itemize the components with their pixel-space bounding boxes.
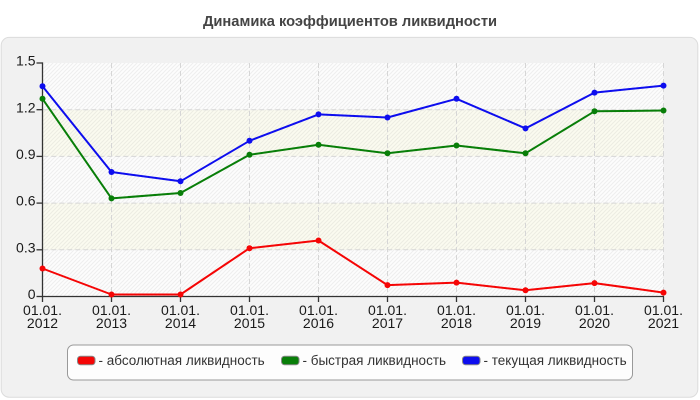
svg-text:0: 0	[28, 286, 36, 302]
svg-text:2014: 2014	[165, 315, 196, 331]
svg-text:01.01.: 01.01.	[23, 302, 62, 318]
svg-text:01.01.: 01.01.	[161, 302, 200, 318]
svg-text:01.01.: 01.01.	[230, 302, 269, 318]
svg-text:01.01.: 01.01.	[437, 302, 476, 318]
svg-text:1.2: 1.2	[16, 99, 36, 115]
svg-text:2017: 2017	[372, 315, 403, 331]
svg-text:2013: 2013	[96, 315, 127, 331]
svg-text:01.01.: 01.01.	[299, 302, 338, 318]
svg-text:0.6: 0.6	[16, 193, 36, 209]
svg-text:01.01.: 01.01.	[506, 302, 545, 318]
svg-text:- текущая ликвидность: - текущая ликвидность	[484, 353, 627, 368]
svg-text:2021: 2021	[648, 315, 679, 331]
svg-text:01.01.: 01.01.	[368, 302, 407, 318]
svg-text:Динамика коэффициентов ликвидн: Динамика коэффициентов ликвидности	[203, 14, 497, 30]
svg-text:2015: 2015	[234, 315, 265, 331]
svg-text:2012: 2012	[27, 315, 58, 331]
svg-text:01.01.: 01.01.	[92, 302, 131, 318]
svg-text:2018: 2018	[441, 315, 472, 331]
svg-text:1.5: 1.5	[16, 53, 36, 69]
svg-text:01.01.: 01.01.	[575, 302, 614, 318]
svg-text:- абсолютная ликвидность: - абсолютная ликвидность	[99, 353, 265, 368]
svg-text:2016: 2016	[303, 315, 334, 331]
svg-text:0.9: 0.9	[16, 146, 36, 162]
svg-text:0.3: 0.3	[16, 239, 36, 255]
svg-text:2019: 2019	[510, 315, 541, 331]
svg-text:- быстрая ликвидность: - быстрая ликвидность	[303, 353, 447, 368]
svg-text:01.01.: 01.01.	[644, 302, 683, 318]
svg-text:2020: 2020	[579, 315, 610, 331]
